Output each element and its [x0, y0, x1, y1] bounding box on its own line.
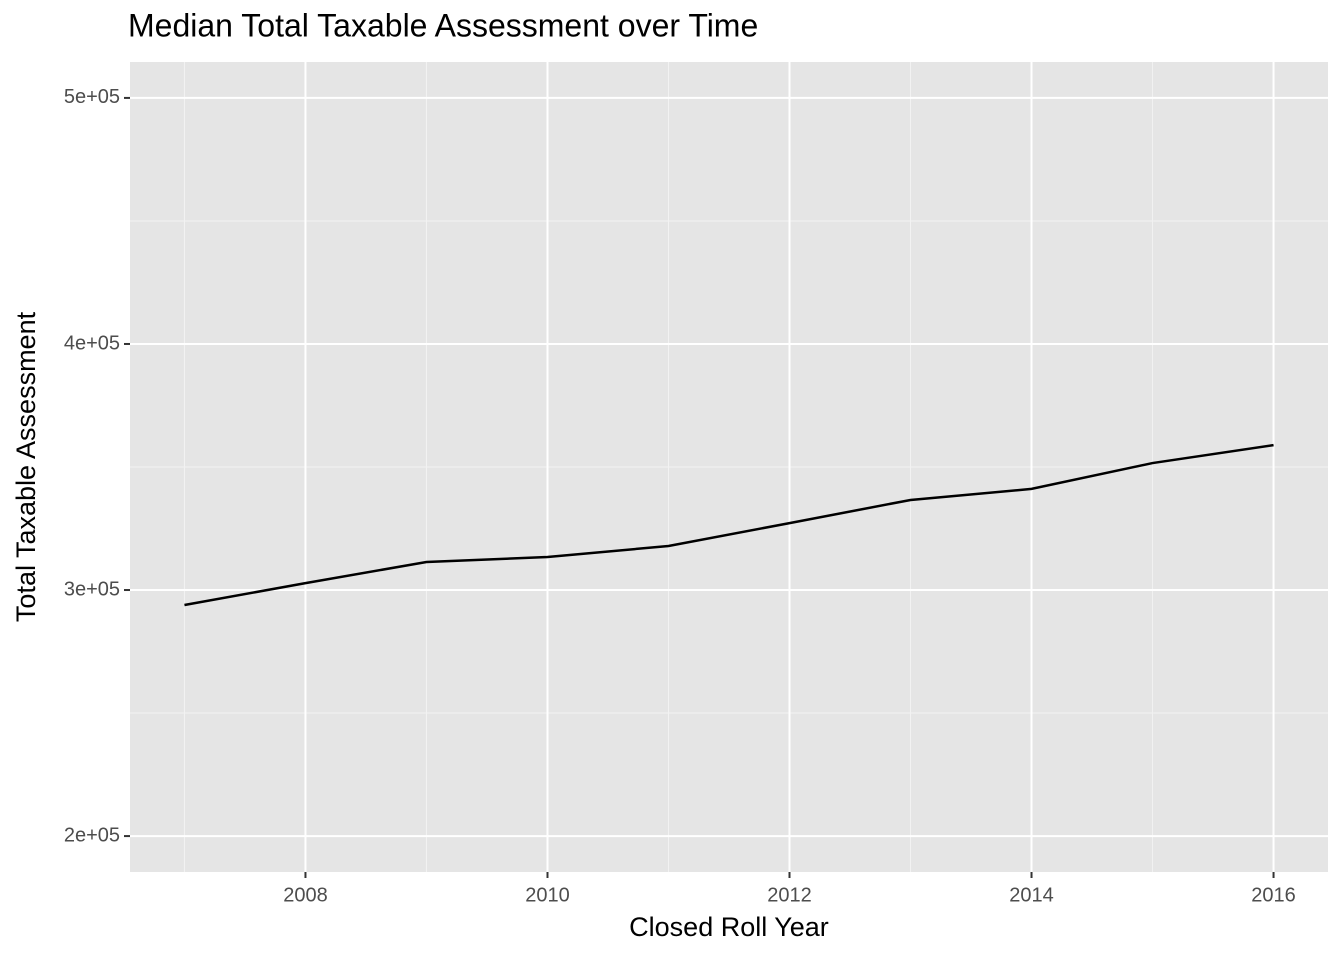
y-tick-label: 5e+05	[64, 86, 120, 108]
y-axis-title: Total Taxable Assessment	[11, 311, 41, 622]
y-tick-label: 2e+05	[64, 824, 120, 846]
chart-title: Median Total Taxable Assessment over Tim…	[128, 7, 758, 43]
x-tick-label: 2016	[1251, 884, 1296, 906]
line	[184, 443, 1274, 607]
x-tick-label: 2008	[283, 884, 328, 906]
x-tick-label: 2014	[1009, 884, 1054, 906]
x-tick-label: 2012	[767, 884, 812, 906]
x-tick-label: 2010	[525, 884, 570, 906]
y-tick-label: 4e+05	[64, 332, 120, 354]
x-axis-title: Closed Roll Year	[629, 912, 829, 942]
y-tick-label: 3e+05	[64, 578, 120, 600]
